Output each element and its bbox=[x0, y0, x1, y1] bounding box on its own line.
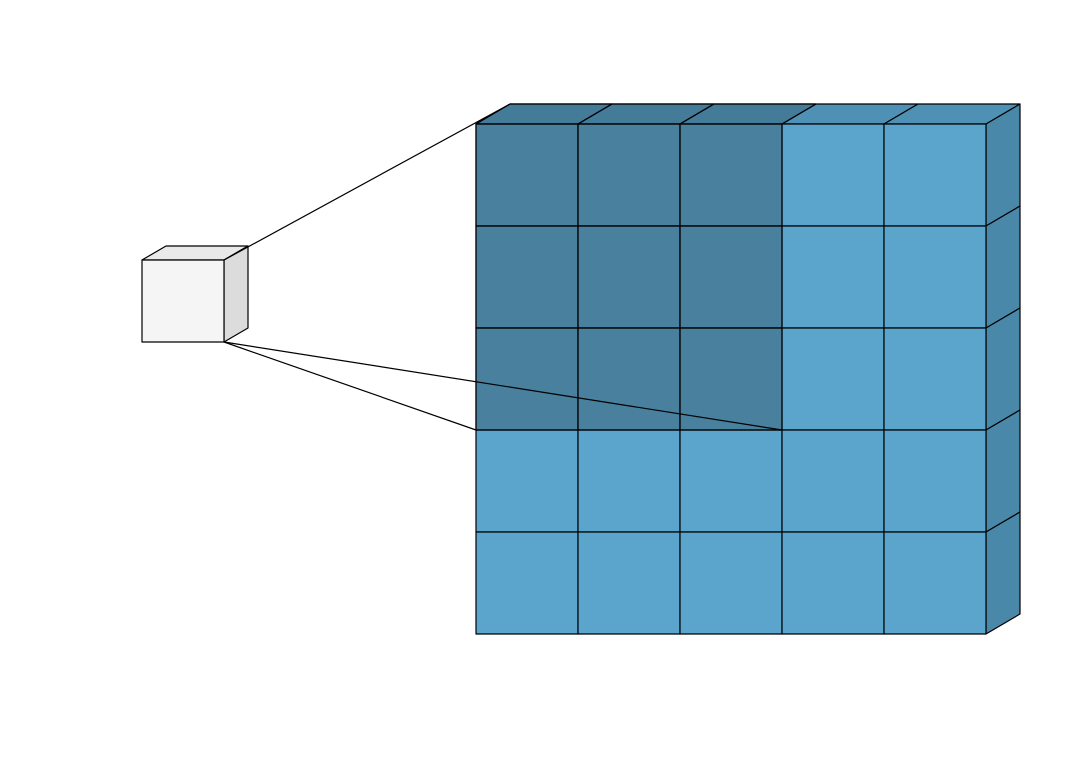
small-cube bbox=[142, 246, 248, 342]
diagram-canvas bbox=[0, 0, 1079, 783]
overlay-region bbox=[476, 104, 816, 430]
